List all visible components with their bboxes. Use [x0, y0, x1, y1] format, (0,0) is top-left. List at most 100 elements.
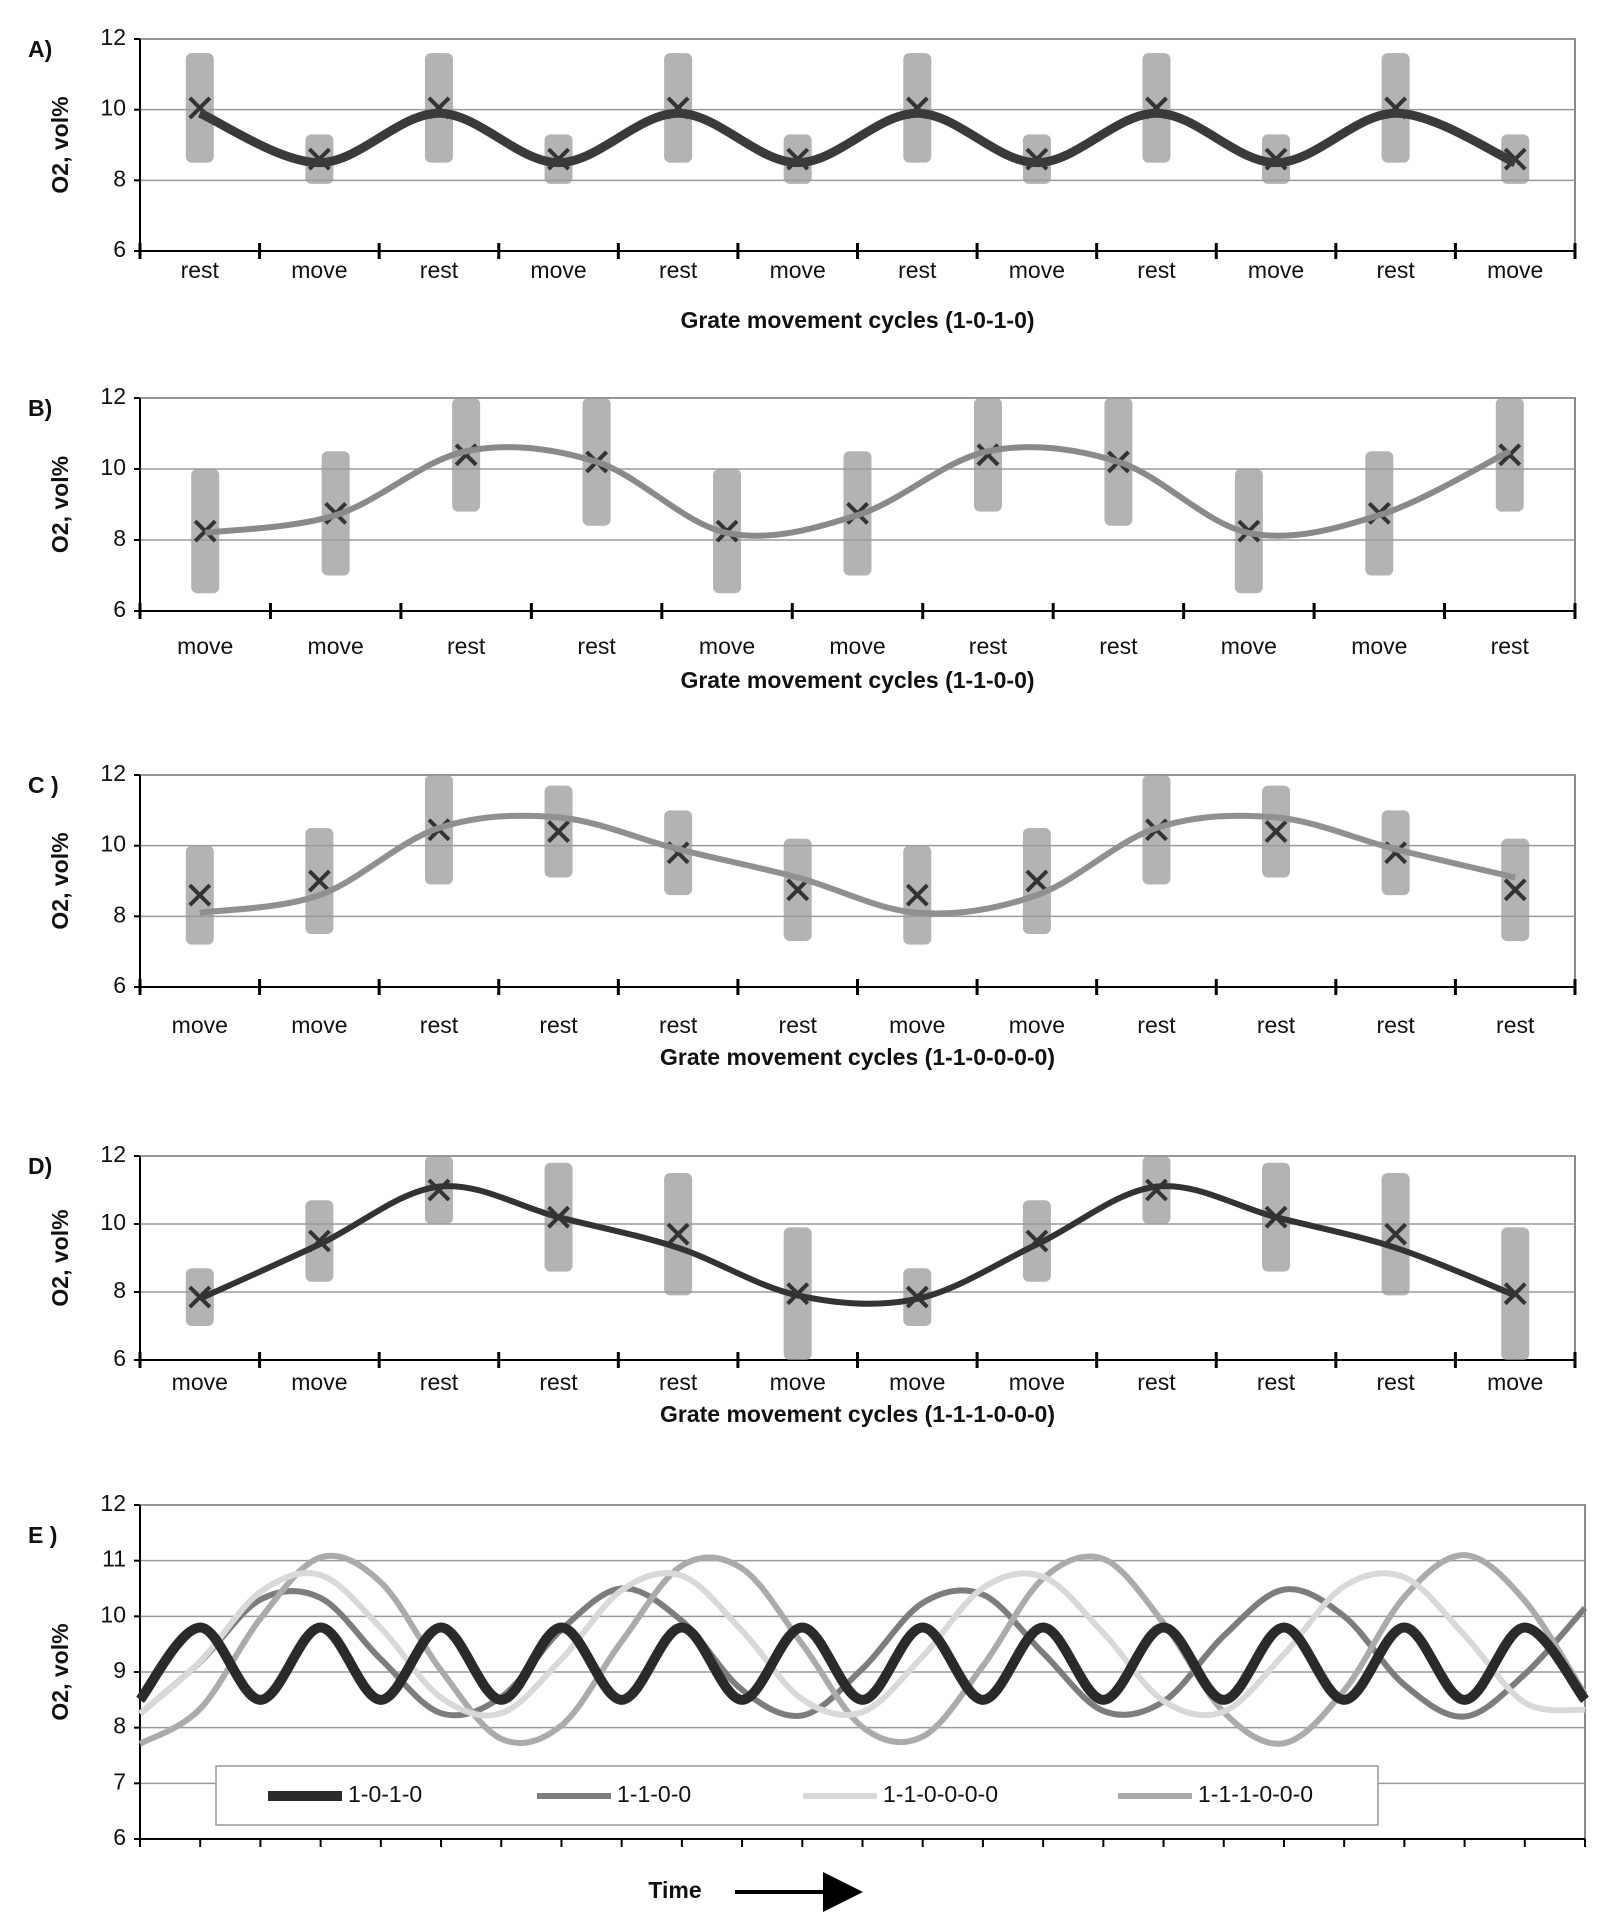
x-tick-label: move [291, 1012, 347, 1038]
x-tick-label: move [1009, 1012, 1065, 1038]
x-tick-label: rest [659, 257, 698, 283]
marker-cross [666, 1222, 690, 1246]
x-tick-label: rest [659, 1012, 698, 1038]
y-tick-label: 10 [100, 1601, 126, 1627]
x-tick-label: rest [1491, 633, 1530, 659]
x-tick-label: rest [577, 633, 616, 659]
marker-cross [1384, 1222, 1408, 1246]
y-tick-label: 8 [113, 901, 126, 927]
x-tick-label: move [291, 1369, 347, 1395]
series-line [138, 1585, 1588, 1720]
x-tick-label: move [172, 1012, 228, 1038]
legend-label: 1-1-0-0 [617, 1781, 691, 1807]
x-tick-label: rest [539, 1012, 578, 1038]
series-line [135, 1622, 1590, 1705]
series-line [138, 1570, 1586, 1719]
y-tick-label: 12 [100, 383, 126, 409]
y-axis-title: O2, vol% [47, 96, 73, 193]
plot-frame [139, 774, 1576, 988]
panel-label: B) [28, 395, 52, 421]
plot-frame [139, 38, 1576, 252]
y-tick-label: 8 [113, 1713, 126, 1739]
x-tick-label: move [291, 257, 347, 283]
y-tick-label: 10 [100, 95, 126, 121]
marker-cross [188, 883, 212, 907]
y-tick-label: 6 [113, 972, 126, 998]
legend-label: 1-1-1-0-0-0 [1198, 1781, 1313, 1807]
y-tick-label: 8 [113, 1277, 126, 1303]
trend-line [197, 108, 1518, 168]
panel-label: A) [28, 36, 52, 62]
x-tick-label: rest [1376, 1369, 1415, 1395]
y-tick-label: 6 [113, 236, 126, 262]
legend-label: 1-0-1-0 [348, 1781, 422, 1807]
x-axis-title: Grate movement cycles (1-1-0-0) [680, 667, 1034, 693]
x-tick-label: rest [447, 633, 486, 659]
x-tick-label: rest [420, 1012, 459, 1038]
x-tick-label: move [770, 1369, 826, 1395]
x-tick-label: move [1487, 257, 1543, 283]
marker-cross [1264, 820, 1288, 843]
x-tick-label: rest [420, 1369, 459, 1395]
y-tick-label: 12 [100, 1141, 126, 1167]
x-tick-label: rest [898, 257, 937, 283]
marker-cross [547, 820, 570, 843]
x-tick-label: rest [1376, 1012, 1415, 1038]
y-tick-label: 9 [113, 1657, 126, 1683]
y-tick-label: 12 [100, 1490, 126, 1516]
x-tick-label: rest [659, 1369, 698, 1395]
y-axis-title: O2, vol% [47, 456, 73, 553]
panel-label: E ) [28, 1522, 57, 1548]
y-tick-label: 12 [100, 24, 126, 50]
x-tick-label: rest [1257, 1012, 1296, 1038]
y-tick-label: 6 [113, 1824, 126, 1850]
y-axis-title: O2, vol% [47, 1209, 73, 1306]
plot-frame [139, 1155, 1576, 1361]
series-line [138, 1552, 1588, 1747]
x-tick-label: rest [181, 257, 220, 283]
x-tick-label: move [770, 257, 826, 283]
x-tick-label: rest [1137, 1369, 1176, 1395]
x-tick-label: move [889, 1012, 945, 1038]
x-tick-label: rest [1496, 1012, 1535, 1038]
y-tick-label: 10 [100, 454, 126, 480]
x-tick-label: rest [1099, 633, 1138, 659]
x-tick-label: move [1009, 257, 1065, 283]
y-tick-label: 10 [100, 1209, 126, 1235]
x-tick-label: move [308, 633, 364, 659]
x-tick-label: move [1351, 633, 1407, 659]
x-tick-label: rest [1257, 1369, 1296, 1395]
x-tick-label: rest [1137, 1012, 1176, 1038]
x-axis-title: Grate movement cycles (1-1-0-0-0-0) [660, 1044, 1055, 1070]
x-tick-label: rest [420, 257, 459, 283]
x-tick-label: move [530, 257, 586, 283]
x-tick-label: move [1221, 633, 1277, 659]
x-tick-label: rest [1137, 257, 1176, 283]
x-tick-label: move [172, 1369, 228, 1395]
y-axis-title: O2, vol% [47, 832, 73, 929]
marker-cross [1025, 869, 1049, 893]
x-tick-label: rest [969, 633, 1008, 659]
y-tick-label: 11 [102, 1546, 126, 1572]
x-tick-label: move [1248, 257, 1304, 283]
x-tick-label: move [699, 633, 755, 659]
marker-cross [786, 878, 810, 902]
y-tick-label: 6 [113, 1345, 126, 1371]
x-axis-title: Grate movement cycles (1-1-1-0-0-0) [660, 1401, 1055, 1427]
trend-line [204, 444, 1512, 539]
y-tick-label: 6 [113, 596, 126, 622]
trend-line [199, 812, 1516, 917]
x-axis-title: Grate movement cycles (1-0-1-0) [680, 307, 1034, 333]
y-tick-label: 8 [113, 525, 126, 551]
marker-cross [307, 869, 331, 893]
legend-label: 1-1-0-0-0-0 [883, 1781, 998, 1807]
y-tick-label: 12 [100, 760, 126, 786]
trend-line [198, 1183, 1517, 1307]
panel-label: C ) [28, 772, 59, 798]
x-tick-label: move [829, 633, 885, 659]
y-tick-label: 7 [113, 1768, 126, 1794]
x-tick-label: move [1487, 1369, 1543, 1395]
x-tick-label: move [1009, 1369, 1065, 1395]
